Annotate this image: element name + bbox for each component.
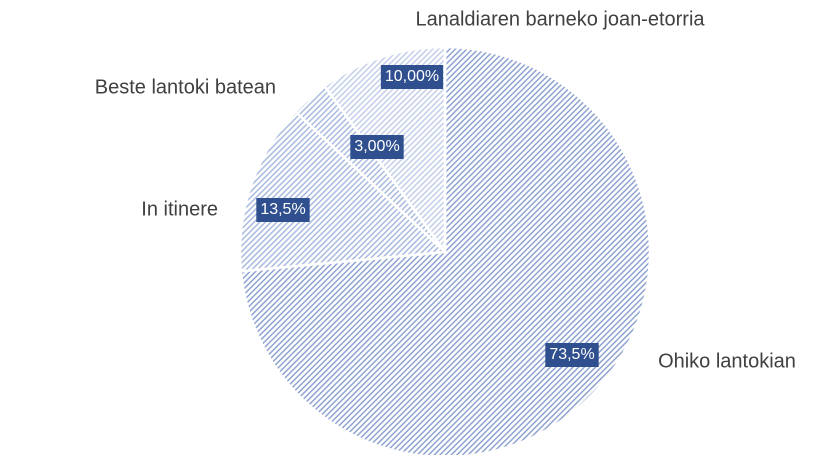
value-label: 10,00%	[385, 68, 439, 85]
category-label: Ohiko lantokian	[658, 350, 796, 372]
value-label: 13,5%	[260, 201, 305, 218]
value-label-box	[350, 135, 404, 159]
value-label: 73,5%	[549, 346, 594, 363]
category-label: In itinere	[141, 198, 218, 220]
value-label-box	[545, 343, 599, 367]
pie-slice	[238, 109, 448, 273]
value-label-box	[256, 198, 310, 222]
value-label: 3,00%	[354, 138, 399, 155]
category-label: Beste lantoki batean	[95, 76, 276, 98]
value-label-box	[380, 65, 444, 89]
category-label: Lanaldiaren barneko joan-etorria	[415, 8, 705, 30]
